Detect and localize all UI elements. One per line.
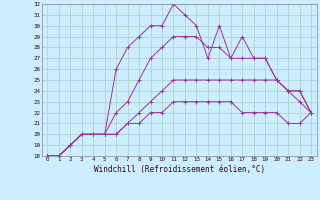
X-axis label: Windchill (Refroidissement éolien,°C): Windchill (Refroidissement éolien,°C) (94, 165, 265, 174)
